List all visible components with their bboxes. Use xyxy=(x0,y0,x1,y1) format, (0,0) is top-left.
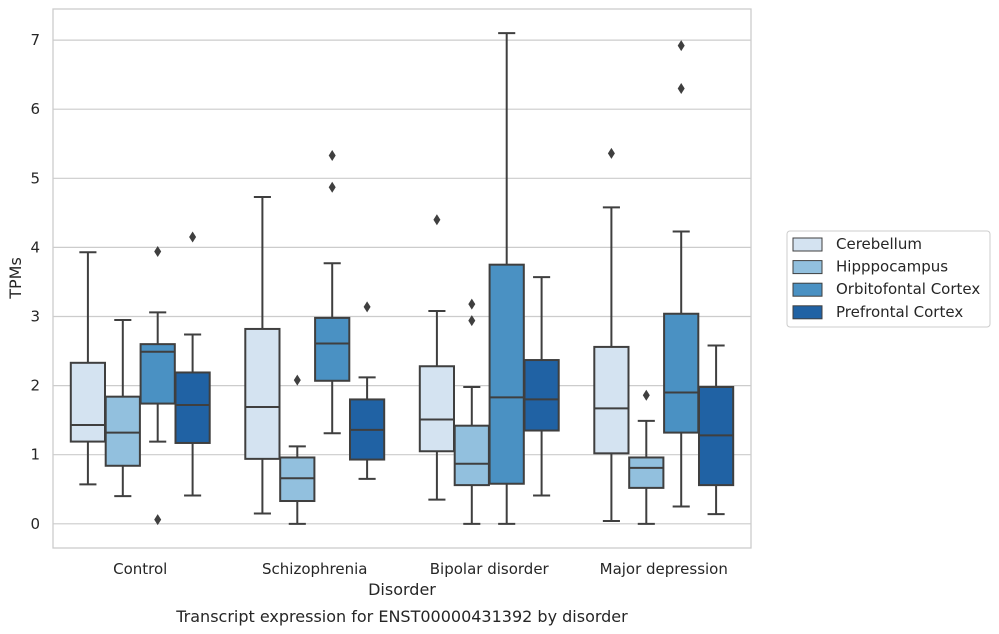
legend-swatch xyxy=(792,237,823,252)
outlier-point xyxy=(677,82,685,94)
outlier-point xyxy=(677,40,685,52)
x-tick-labels: Control Schizophrenia Bipolar disorder Majo… xyxy=(113,560,728,578)
box-body xyxy=(104,395,141,467)
outlier-point xyxy=(189,231,197,243)
x-tick-label: Control xyxy=(113,560,167,578)
box-body xyxy=(314,316,351,382)
outlier-point xyxy=(468,298,476,310)
box-group xyxy=(279,374,316,525)
box-group xyxy=(488,32,525,525)
outlier-point xyxy=(328,181,336,193)
box-body xyxy=(593,345,630,455)
box-group xyxy=(453,298,490,525)
outlier-point xyxy=(607,147,615,159)
y-tick-label: 5 xyxy=(30,169,40,187)
legend-swatch xyxy=(792,260,823,275)
outlier-point xyxy=(468,315,476,327)
outlier-point xyxy=(293,374,301,386)
y-tick-label: 0 xyxy=(30,515,40,533)
box-group xyxy=(628,389,665,525)
box-group xyxy=(697,344,735,516)
box-body xyxy=(279,456,316,503)
y-tick-label: 3 xyxy=(30,308,40,326)
x-axis-label: Disorder xyxy=(368,580,436,599)
box-group xyxy=(104,318,141,498)
legend-swatch xyxy=(792,282,823,297)
outlier-point xyxy=(642,389,650,401)
legend: Cerebellum Hipppocampus Orbitofontal Corte… xyxy=(786,230,991,328)
y-tick-label: 6 xyxy=(30,100,40,118)
legend-label: Orbitofontal Cortex xyxy=(836,280,980,298)
y-tick-label: 4 xyxy=(30,238,40,256)
x-tick-label: Bipolar disorder xyxy=(430,560,550,578)
outlier-point xyxy=(433,214,441,226)
legend-label: Cerebellum xyxy=(836,235,922,253)
box-body xyxy=(174,371,211,444)
box-group xyxy=(69,251,107,486)
outlier-point xyxy=(363,301,371,313)
x-tick-label: Schizophrenia xyxy=(262,560,367,578)
box-group xyxy=(593,147,630,523)
box-group xyxy=(174,231,211,497)
legend-label: Hipppocampus xyxy=(836,258,948,276)
box-group xyxy=(348,301,386,480)
chart-caption: Transcript expression for ENST0000043139… xyxy=(175,607,628,626)
legend-frame xyxy=(786,230,991,328)
y-tick-label: 1 xyxy=(30,446,40,464)
legend-swatch xyxy=(792,305,823,320)
outlier-point xyxy=(328,149,336,161)
box-body xyxy=(628,456,665,489)
box-body xyxy=(523,359,560,432)
outlier-point xyxy=(154,246,162,258)
box-group xyxy=(663,40,700,508)
y-tick-label: 7 xyxy=(30,31,40,49)
box-body xyxy=(69,361,107,443)
box-group xyxy=(523,276,560,497)
box-body xyxy=(139,343,176,405)
box-body xyxy=(488,263,525,485)
box-series xyxy=(69,32,735,526)
outlier-point xyxy=(154,514,162,526)
box-body xyxy=(663,312,700,434)
plot-frame xyxy=(52,8,752,549)
box-body xyxy=(244,327,281,460)
y-tick-labels: 0 1 2 3 4 5 6 7 xyxy=(30,31,40,533)
box-group xyxy=(314,149,351,435)
legend-label: Prefrontal Cortex xyxy=(836,303,963,321)
box-body xyxy=(418,365,456,453)
y-tick-label: 2 xyxy=(30,377,40,395)
x-tick-label: Major depression xyxy=(600,560,728,578)
box-group xyxy=(418,214,456,501)
box-body xyxy=(453,424,490,487)
legend-items: Cerebellum Hipppocampus Orbitofontal Corte… xyxy=(792,235,980,321)
box-group xyxy=(244,195,281,515)
y-axis-label: TPMs xyxy=(6,257,25,300)
